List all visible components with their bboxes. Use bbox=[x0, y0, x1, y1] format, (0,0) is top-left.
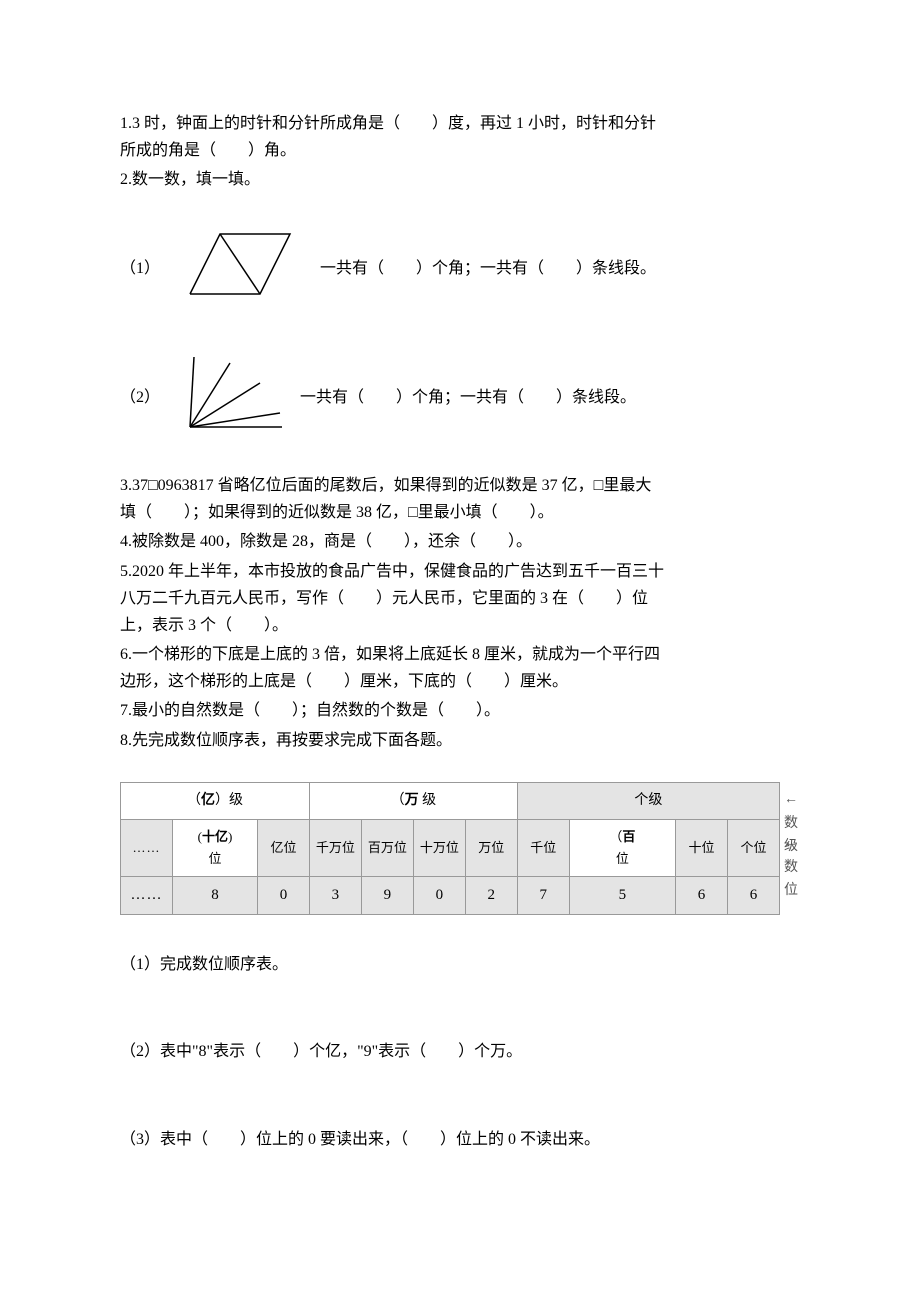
question-1-line-1: 1.3 时，钟面上的时针和分针所成角是（ ）度，再过 1 小时，时针和分针 bbox=[120, 110, 800, 137]
level-wan-blank[interactable]: 万 bbox=[405, 793, 419, 808]
digit-wan-cell: 万位 bbox=[465, 819, 517, 876]
digit-shi-cell: 十位 bbox=[675, 819, 727, 876]
question-3-line-2: 填（ ）；如果得到的近似数是 38 亿，□里最小填（ ）。 bbox=[120, 499, 800, 526]
value-cell-8: 6 bbox=[675, 876, 727, 915]
level-yi-blank[interactable]: 亿 bbox=[201, 793, 215, 808]
question-2-intro: 2.数一数，填一填。 bbox=[120, 166, 800, 193]
question-5-line-2: 八万二千九百元人民币，写作（ ）元人民币，它里面的 3 在（ ）位 bbox=[120, 585, 800, 612]
value-cell-0: 8 bbox=[172, 876, 257, 915]
digit-bai-blank[interactable]: 百 bbox=[622, 829, 635, 844]
question-7-line-1: 7.最小的自然数是（ ）；自然数的个数是（ ）。 bbox=[120, 697, 800, 724]
digit-shiyi-blank[interactable]: 十亿 bbox=[202, 829, 228, 844]
digit-yi-cell: 亿位 bbox=[257, 819, 309, 876]
digit-qian-cell: 千位 bbox=[517, 819, 569, 876]
place-value-table-container: （亿）级 （万 级 个级 …… (十亿)位 亿位 千万位 百万位 十万位 万位 … bbox=[120, 782, 800, 915]
digit-ge-cell: 个位 bbox=[727, 819, 779, 876]
question-2-sub1-label: （1） bbox=[120, 255, 160, 282]
place-value-table: （亿）级 （万 级 个级 …… (十亿)位 亿位 千万位 百万位 十万位 万位 … bbox=[120, 782, 780, 915]
arrow-label-digit: ←数位 bbox=[784, 832, 800, 903]
table-row-values: …… 8 0 3 9 0 2 7 5 6 6 bbox=[121, 876, 780, 915]
question-8-sub1: （1）完成数位顺序表。 bbox=[120, 951, 800, 978]
digit-qianwan-cell: 千万位 bbox=[309, 819, 361, 876]
level-wan-cell: （万 级 bbox=[309, 782, 517, 819]
value-cell-1: 0 bbox=[257, 876, 309, 915]
question-6-line-1: 6.一个梯形的下底是上底的 3 倍，如果将上底延长 8 厘米，就成为一个平行四 bbox=[120, 641, 800, 668]
table-row-digit: …… (十亿)位 亿位 千万位 百万位 十万位 万位 千位 （百位 十位 个位 bbox=[121, 819, 780, 876]
digit-bai-prefix: （ bbox=[609, 829, 622, 844]
value-cell-3: 9 bbox=[361, 876, 413, 915]
level-yi-prefix: （ bbox=[187, 793, 201, 808]
level-wan-prefix: （ bbox=[391, 793, 405, 808]
question-2-sub2-text: 一共有（ ）个角；一共有（ ）条线段。 bbox=[300, 384, 636, 411]
digit-shiyi-suffix: ) bbox=[228, 829, 232, 844]
level-yi-suffix: ）级 bbox=[215, 793, 243, 808]
digit-shiyi-cell: (十亿)位 bbox=[172, 819, 257, 876]
dots-cell-1: …… bbox=[121, 819, 173, 876]
question-1-line-2: 所成的角是（ ）角。 bbox=[120, 137, 800, 164]
digit-baiwan-cell: 百万位 bbox=[361, 819, 413, 876]
question-2-sub1-text: 一共有（ ）个角；一共有（ ）条线段。 bbox=[320, 255, 656, 282]
question-4-line-1: 4.被除数是 400，除数是 28，商是（ ），还余（ ）。 bbox=[120, 528, 800, 555]
value-cell-7: 5 bbox=[569, 876, 675, 915]
question-8-sub2: （2）表中"8"表示（ ）个亿，"9"表示（ ）个万。 bbox=[120, 1038, 800, 1065]
question-5-line-1: 5.2020 年上半年，本市投放的食品广告中，保健食品的广告达到五千一百三十 bbox=[120, 558, 800, 585]
value-cell-9: 6 bbox=[727, 876, 779, 915]
value-cell-2: 3 bbox=[309, 876, 361, 915]
question-2-sub2-label: （2） bbox=[120, 384, 160, 411]
digit-bai-cell: （百位 bbox=[569, 819, 675, 876]
digit-shiyi-wei: 位 bbox=[208, 851, 221, 866]
digit-bai-suffix: 位 bbox=[616, 851, 629, 866]
value-cell-4: 0 bbox=[413, 876, 465, 915]
question-3-line-1: 3.37□0963817 省略亿位后面的尾数后，如果得到的近似数是 37 亿，□… bbox=[120, 472, 800, 499]
question-8-intro: 8.先完成数位顺序表，再按要求完成下面各题。 bbox=[120, 727, 800, 754]
dots-cell-2: …… bbox=[121, 876, 173, 915]
table-row-level: （亿）级 （万 级 个级 bbox=[121, 782, 780, 819]
level-wan-suffix: 级 bbox=[419, 793, 437, 808]
value-cell-5: 2 bbox=[465, 876, 517, 915]
question-8-sub3: （3）表中（ ）位上的 0 要读出来，（ ）位上的 0 不读出来。 bbox=[120, 1126, 800, 1153]
value-cell-6: 7 bbox=[517, 876, 569, 915]
question-6-line-2: 边形，这个梯形的上底是（ ）厘米，下底的（ ）厘米。 bbox=[120, 668, 800, 695]
figure-1 bbox=[170, 224, 310, 313]
level-ge-cell: 个级 bbox=[517, 782, 779, 819]
figure-2 bbox=[170, 353, 290, 442]
digit-shiwan-cell: 十万位 bbox=[413, 819, 465, 876]
question-5-line-3: 上，表示 3 个（ ）。 bbox=[120, 612, 800, 639]
level-yi-cell: （亿）级 bbox=[121, 782, 310, 819]
